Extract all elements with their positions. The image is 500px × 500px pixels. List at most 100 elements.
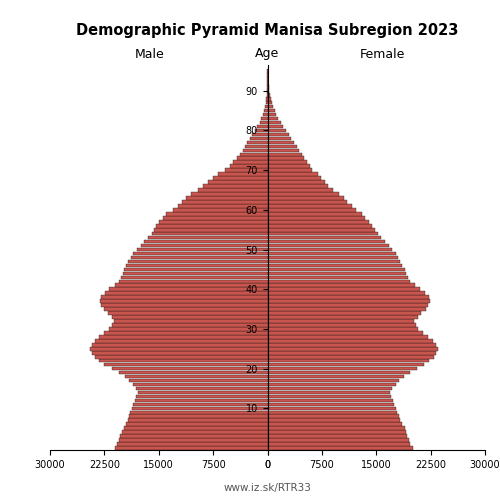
Bar <box>126 422 268 426</box>
Bar <box>100 335 268 338</box>
Bar <box>268 113 276 116</box>
Bar <box>268 236 382 240</box>
Bar <box>268 406 396 410</box>
Bar <box>92 343 268 346</box>
Bar <box>258 124 268 128</box>
Bar <box>252 132 268 136</box>
Bar <box>124 268 268 271</box>
Bar <box>268 327 418 330</box>
Bar <box>268 220 369 224</box>
Bar <box>268 176 321 180</box>
Bar <box>261 117 268 120</box>
Bar <box>101 296 268 299</box>
Bar <box>114 319 268 323</box>
Bar <box>166 212 268 216</box>
Bar <box>268 319 414 323</box>
Bar <box>160 220 268 224</box>
Bar <box>255 128 268 132</box>
Bar <box>134 252 268 256</box>
Bar <box>268 208 356 212</box>
Bar <box>90 347 268 350</box>
Bar <box>268 216 366 220</box>
Bar <box>104 331 268 334</box>
Bar <box>268 196 344 200</box>
Bar <box>268 308 426 311</box>
Bar <box>268 268 404 271</box>
Bar <box>237 156 268 160</box>
Bar <box>218 172 268 176</box>
Bar <box>226 168 268 172</box>
Bar <box>268 390 390 394</box>
Bar <box>110 288 268 291</box>
Bar <box>268 172 318 176</box>
Bar <box>268 335 428 338</box>
Bar <box>268 363 424 366</box>
Bar <box>268 148 298 152</box>
Bar <box>119 371 268 374</box>
Bar <box>268 394 392 398</box>
Bar <box>230 164 268 168</box>
Bar <box>156 224 268 228</box>
Text: Age: Age <box>256 48 280 60</box>
Bar <box>268 339 433 342</box>
Bar <box>268 296 429 299</box>
Bar <box>104 308 268 311</box>
Bar <box>268 109 275 112</box>
Bar <box>122 430 268 434</box>
Bar <box>268 128 285 132</box>
Bar <box>268 152 302 156</box>
Bar <box>267 89 268 92</box>
Bar <box>268 379 400 382</box>
Bar <box>95 355 268 358</box>
Bar <box>140 244 268 248</box>
Bar <box>268 371 410 374</box>
Bar <box>163 216 268 220</box>
Bar <box>268 343 436 346</box>
Bar <box>268 212 362 216</box>
Text: Female: Female <box>360 48 405 60</box>
Bar <box>186 196 268 200</box>
Bar <box>268 89 269 92</box>
Bar <box>130 410 268 414</box>
Bar <box>108 312 268 315</box>
Bar <box>268 101 272 104</box>
Bar <box>268 414 398 418</box>
Bar <box>131 256 268 260</box>
Bar <box>245 144 268 148</box>
Bar <box>268 117 278 120</box>
Bar <box>268 168 312 172</box>
Bar <box>154 228 268 232</box>
Bar <box>136 394 268 398</box>
Bar <box>268 331 424 334</box>
Bar <box>144 240 268 244</box>
Bar <box>128 418 268 422</box>
Bar <box>182 200 268 203</box>
Bar <box>268 422 402 426</box>
Bar <box>268 93 270 96</box>
Bar <box>129 414 268 418</box>
Bar <box>268 248 392 252</box>
Bar <box>268 312 421 315</box>
Bar <box>268 375 404 378</box>
Bar <box>268 136 291 140</box>
Text: Demographic Pyramid Manisa Subregion 2023: Demographic Pyramid Manisa Subregion 202… <box>76 22 458 38</box>
Bar <box>268 351 436 354</box>
Bar <box>250 136 268 140</box>
Bar <box>243 148 268 152</box>
Bar <box>126 264 268 267</box>
Bar <box>268 446 412 450</box>
Bar <box>268 192 340 196</box>
Bar <box>264 109 268 112</box>
Bar <box>129 379 268 382</box>
Bar <box>268 232 378 235</box>
Bar <box>268 418 400 422</box>
Bar <box>132 406 268 410</box>
Bar <box>174 208 268 212</box>
Bar <box>268 97 270 100</box>
Bar <box>268 280 410 283</box>
Bar <box>268 228 375 232</box>
Bar <box>112 323 268 327</box>
Bar <box>234 160 268 164</box>
Text: www.iz.sk/RTR33: www.iz.sk/RTR33 <box>224 482 312 492</box>
Bar <box>132 382 268 386</box>
